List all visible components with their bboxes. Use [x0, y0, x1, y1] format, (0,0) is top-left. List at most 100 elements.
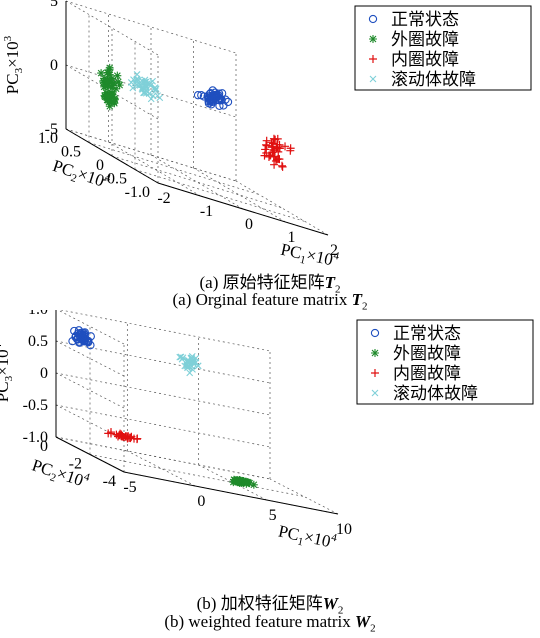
data-point [107, 428, 116, 437]
grid-line [59, 310, 271, 352]
legend-label: 滚动体故障 [393, 384, 478, 403]
caption-a-cn-symbol: T [324, 273, 335, 292]
legend-label: 内圈故障 [391, 50, 459, 69]
legend-marker [368, 14, 378, 24]
data-point [214, 91, 223, 100]
x-tick-label: -1 [200, 203, 213, 220]
chart-b: -5 0 5 10 0 -2 -4 1.0 0.5 0 -0.5 -1.0 PC1×104 PC2×104… [0, 310, 534, 556]
caption-a-cn-text: (a) 原始特征矩阵 [199, 273, 325, 292]
data-point [176, 353, 184, 361]
data-point [147, 95, 155, 103]
data-point [103, 68, 112, 77]
z-tick-label: 0.5 [28, 333, 48, 350]
data-point [114, 77, 123, 86]
data-point [249, 480, 258, 489]
data-point [107, 84, 116, 93]
x-tick-label: 2 [330, 242, 338, 259]
x-axis-title: PC1×104 [276, 521, 338, 556]
caption-b-cn-text: (b) 加权特征矩阵 [196, 594, 323, 613]
data-point [273, 134, 282, 143]
legend-label: 正常状态 [391, 10, 459, 29]
data-point [145, 90, 153, 98]
series-0 [193, 86, 233, 110]
data-point [110, 94, 119, 103]
legend-box [356, 319, 534, 405]
caption-a-cn: (a) 原始特征矩阵T2 [0, 268, 540, 295]
data-point [134, 82, 142, 90]
data-point [268, 148, 277, 157]
data-point [233, 477, 242, 486]
data-point [107, 78, 116, 87]
data-point [133, 434, 142, 443]
z-tick-label: -0.5 [23, 397, 48, 414]
data-point [103, 95, 112, 104]
caption-b-cn: (b) 加权特征矩阵W2 [0, 589, 540, 616]
grid-line [55, 404, 271, 448]
y-tick-label: 0.5 [61, 144, 81, 161]
legend-label: 内圈故障 [393, 364, 461, 383]
caption-b-cn-symbol: W [322, 594, 338, 613]
data-point [99, 77, 108, 86]
data-point [193, 91, 203, 100]
legend-label: 外圈故障 [393, 344, 461, 363]
caption-a-cn-sub: 2 [335, 283, 341, 296]
data-point [113, 71, 122, 80]
caption-a-en-text: (a) Orginal feature matrix [172, 290, 348, 309]
series-3 [127, 71, 164, 103]
data-point [177, 353, 185, 361]
data-point [204, 99, 214, 108]
y-tick-label: -2 [69, 456, 82, 473]
data-point [277, 161, 286, 170]
data-point [208, 86, 217, 95]
y-tick-label: -4 [103, 473, 116, 490]
x-tick-label: -2 [157, 190, 170, 207]
y-tick-label: 1.0 [38, 130, 58, 147]
x-axis-line [157, 182, 329, 236]
x-tick-label: 5 [269, 507, 277, 524]
y-axis-line [65, 128, 159, 184]
series-3 [176, 353, 202, 377]
data-point [262, 140, 271, 149]
data-point [192, 358, 200, 366]
data-point [115, 81, 124, 90]
data-point [197, 91, 206, 100]
data-point [109, 79, 118, 88]
grid-line [55, 436, 271, 480]
z-tick-label: 1.0 [28, 310, 48, 318]
x-tick-label: 0 [197, 493, 205, 510]
z-tick-label: 0 [50, 57, 58, 74]
data-point [274, 154, 283, 163]
series-1 [229, 475, 258, 489]
data-point [267, 138, 276, 147]
data-point [139, 83, 147, 91]
data-point [112, 430, 121, 439]
data-point [135, 76, 143, 84]
legend-marker [369, 75, 377, 83]
chart-a: -2-10121.00.50-0.5-1.050-5PC1×104PC2×104… [2, 0, 532, 269]
data-point [281, 142, 290, 151]
data-point [108, 81, 117, 90]
data-point [97, 69, 106, 78]
z-tick-label: 5 [50, 0, 58, 10]
y-tick-label: -0.5 [102, 171, 127, 188]
data-point [149, 92, 157, 100]
series-1 [97, 63, 124, 111]
data-point [104, 91, 113, 100]
x-tick-label: 0 [245, 216, 253, 233]
legend-marker [369, 35, 377, 43]
y-axis-title: PC2×104 [49, 155, 112, 195]
grid-line [108, 141, 201, 197]
data-point [286, 146, 295, 155]
data-point [109, 97, 118, 106]
data-point [270, 160, 279, 169]
caption-a-en-symbol: T [351, 290, 362, 309]
data-point [142, 82, 150, 89]
y-tick-label: 0 [96, 157, 104, 174]
y-tick-label: 0 [40, 438, 48, 455]
x-tick-label: 1 [288, 229, 296, 246]
caption-b-en-symbol: W [355, 612, 371, 631]
legend-marker [371, 369, 379, 377]
x-tick-label: 10 [336, 521, 352, 538]
z-tick-label: 0 [40, 365, 48, 382]
z-axis-title: PC3×104 [0, 343, 15, 402]
